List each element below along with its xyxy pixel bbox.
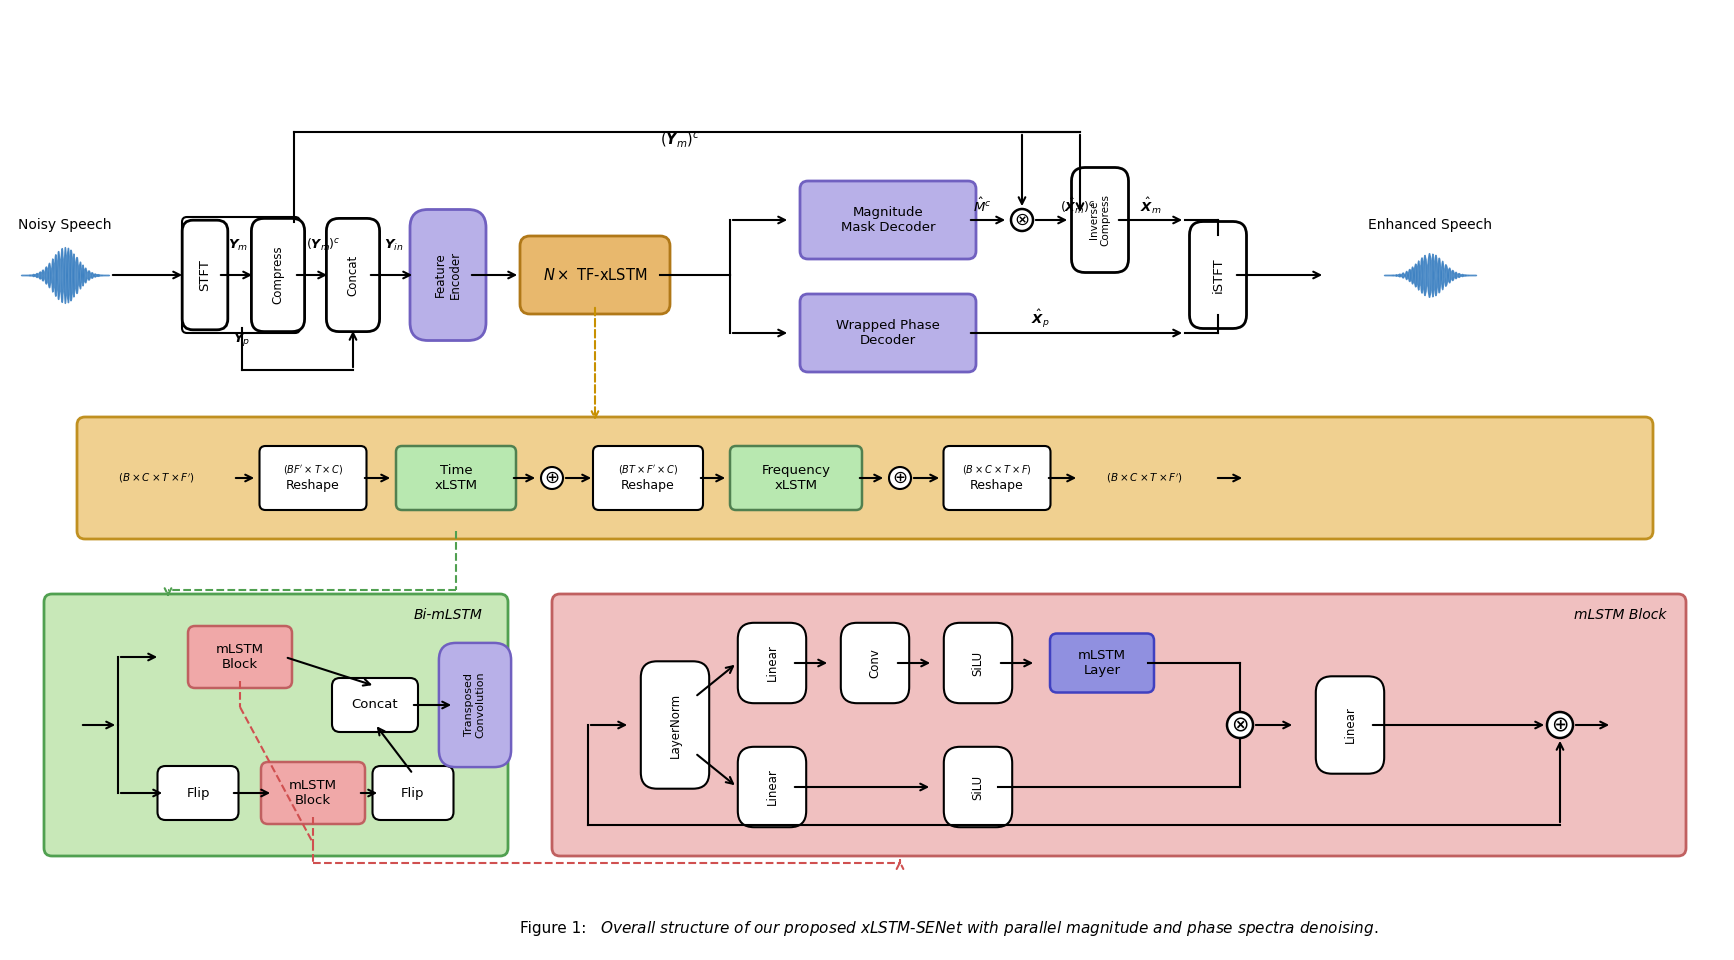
Text: mLSTM
Block: mLSTM Block bbox=[290, 779, 336, 807]
FancyBboxPatch shape bbox=[326, 219, 380, 331]
Text: $\oplus$: $\oplus$ bbox=[893, 469, 907, 487]
Text: mLSTM
Block: mLSTM Block bbox=[217, 643, 264, 671]
Text: $(BT\times F^\prime\times C)$: $(BT\times F^\prime\times C)$ bbox=[617, 463, 678, 475]
Text: $\hat{\boldsymbol{X}}_m$: $\hat{\boldsymbol{X}}_m$ bbox=[1139, 196, 1162, 216]
Text: $\hat{M}^c$: $\hat{M}^c$ bbox=[973, 197, 992, 215]
Text: Concat: Concat bbox=[347, 254, 359, 296]
Text: $\it{Overall\ structure\ of\ our\ proposed\ xLSTM\text{-}SENet\ with\ parallel\ : $\it{Overall\ structure\ of\ our\ propos… bbox=[600, 919, 1379, 938]
FancyBboxPatch shape bbox=[187, 626, 291, 688]
Text: Transposed
Convolution: Transposed Convolution bbox=[465, 672, 486, 738]
Text: mLSTM Block: mLSTM Block bbox=[1574, 608, 1666, 622]
Circle shape bbox=[890, 467, 910, 489]
Text: $\otimes$: $\otimes$ bbox=[1231, 715, 1248, 735]
Text: Wrapped Phase
Decoder: Wrapped Phase Decoder bbox=[836, 319, 940, 347]
Text: $\oplus$: $\oplus$ bbox=[544, 469, 560, 487]
Text: Reshape: Reshape bbox=[286, 479, 340, 492]
Text: Concat: Concat bbox=[352, 699, 399, 711]
FancyBboxPatch shape bbox=[251, 219, 305, 331]
FancyBboxPatch shape bbox=[730, 446, 862, 510]
FancyBboxPatch shape bbox=[373, 766, 454, 820]
Text: $\boldsymbol{Y}_m$: $\boldsymbol{Y}_m$ bbox=[227, 237, 248, 252]
Text: Flip: Flip bbox=[401, 786, 425, 800]
FancyBboxPatch shape bbox=[43, 594, 508, 856]
Text: $N\times$ TF-xLSTM: $N\times$ TF-xLSTM bbox=[543, 267, 647, 283]
Text: mLSTM
Layer: mLSTM Layer bbox=[1079, 649, 1125, 677]
FancyBboxPatch shape bbox=[260, 446, 366, 510]
Text: LayerNorm: LayerNorm bbox=[669, 692, 681, 757]
Text: Linear: Linear bbox=[1344, 707, 1356, 743]
FancyBboxPatch shape bbox=[331, 678, 418, 732]
Text: iSTFT: iSTFT bbox=[1212, 257, 1224, 293]
FancyBboxPatch shape bbox=[642, 661, 709, 789]
Circle shape bbox=[1547, 712, 1573, 738]
Text: $(B\times C\times T\times F^\prime)$: $(B\times C\times T\times F^\prime)$ bbox=[118, 471, 196, 485]
FancyBboxPatch shape bbox=[943, 623, 1013, 703]
FancyBboxPatch shape bbox=[841, 623, 909, 703]
Text: $(\boldsymbol{Y}_m)^c$: $(\boldsymbol{Y}_m)^c$ bbox=[305, 237, 340, 253]
FancyBboxPatch shape bbox=[262, 762, 364, 824]
Text: Magnitude
Mask Decoder: Magnitude Mask Decoder bbox=[841, 206, 935, 234]
Text: $(B\times C\times T\times F^\prime)$: $(B\times C\times T\times F^\prime)$ bbox=[1106, 471, 1184, 485]
Text: SiLU: SiLU bbox=[971, 651, 985, 676]
Text: $(\hat{\boldsymbol{X}}_m)^c$: $(\hat{\boldsymbol{X}}_m)^c$ bbox=[1059, 196, 1096, 216]
Text: Frequency
xLSTM: Frequency xLSTM bbox=[761, 464, 831, 492]
FancyBboxPatch shape bbox=[593, 446, 702, 510]
FancyBboxPatch shape bbox=[551, 594, 1685, 856]
FancyBboxPatch shape bbox=[737, 747, 806, 828]
Text: $(B\times C\times T\times F)$: $(B\times C\times T\times F)$ bbox=[962, 463, 1032, 475]
Text: STFT: STFT bbox=[198, 259, 212, 291]
Text: Figure 1:: Figure 1: bbox=[520, 921, 591, 935]
Text: $(\boldsymbol{Y}_m)^c$: $(\boldsymbol{Y}_m)^c$ bbox=[661, 131, 701, 150]
FancyBboxPatch shape bbox=[395, 446, 517, 510]
FancyBboxPatch shape bbox=[1316, 676, 1384, 774]
FancyBboxPatch shape bbox=[1072, 167, 1129, 273]
FancyBboxPatch shape bbox=[76, 417, 1653, 539]
Text: Flip: Flip bbox=[186, 786, 210, 800]
FancyBboxPatch shape bbox=[1190, 222, 1247, 328]
Text: Compress: Compress bbox=[272, 246, 284, 304]
FancyBboxPatch shape bbox=[943, 446, 1051, 510]
FancyBboxPatch shape bbox=[943, 747, 1013, 828]
Text: Noisy Speech: Noisy Speech bbox=[19, 218, 111, 232]
Text: $\boldsymbol{Y}_{in}$: $\boldsymbol{Y}_{in}$ bbox=[385, 237, 404, 252]
Text: Reshape: Reshape bbox=[621, 479, 675, 492]
Circle shape bbox=[1228, 712, 1254, 738]
Text: $\boldsymbol{Y}_p$: $\boldsymbol{Y}_p$ bbox=[234, 331, 251, 348]
FancyBboxPatch shape bbox=[1051, 634, 1155, 692]
Text: SiLU: SiLU bbox=[971, 775, 985, 800]
Text: Linear: Linear bbox=[765, 769, 779, 805]
Text: Inverse
Compress: Inverse Compress bbox=[1089, 194, 1111, 246]
Circle shape bbox=[541, 467, 564, 489]
Text: Time
xLSTM: Time xLSTM bbox=[435, 464, 477, 492]
Text: $\hat{\boldsymbol{X}}_p$: $\hat{\boldsymbol{X}}_p$ bbox=[1030, 308, 1049, 330]
FancyBboxPatch shape bbox=[737, 623, 806, 703]
FancyBboxPatch shape bbox=[409, 209, 486, 341]
FancyBboxPatch shape bbox=[799, 294, 976, 372]
FancyBboxPatch shape bbox=[158, 766, 239, 820]
Circle shape bbox=[1011, 209, 1033, 231]
FancyBboxPatch shape bbox=[799, 181, 976, 259]
Text: $\oplus$: $\oplus$ bbox=[1552, 715, 1569, 735]
FancyBboxPatch shape bbox=[182, 220, 227, 330]
Text: Feature
Encoder: Feature Encoder bbox=[434, 251, 461, 300]
Text: Reshape: Reshape bbox=[969, 479, 1023, 492]
FancyBboxPatch shape bbox=[439, 643, 512, 767]
Text: Bi-mLSTM: Bi-mLSTM bbox=[414, 608, 482, 622]
Text: Conv: Conv bbox=[869, 648, 881, 678]
Text: Enhanced Speech: Enhanced Speech bbox=[1368, 218, 1491, 232]
Text: $\otimes$: $\otimes$ bbox=[1014, 211, 1030, 229]
Text: $(BF^\prime\times T\times C)$: $(BF^\prime\times T\times C)$ bbox=[283, 463, 343, 475]
FancyBboxPatch shape bbox=[520, 236, 669, 314]
Text: Linear: Linear bbox=[765, 644, 779, 682]
